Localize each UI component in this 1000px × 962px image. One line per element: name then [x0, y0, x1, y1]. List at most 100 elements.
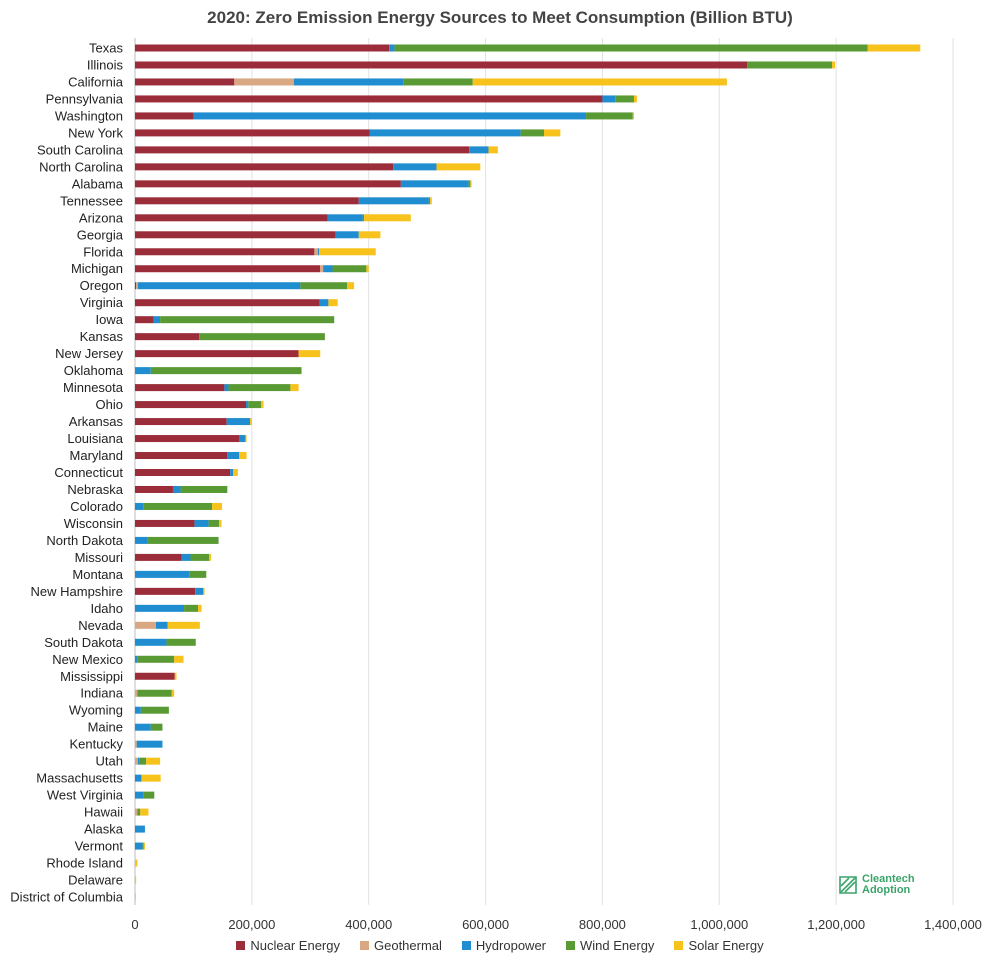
category-label: Nebraska	[67, 482, 123, 497]
category-label: Pennsylvania	[46, 91, 124, 106]
bar-segment	[602, 95, 616, 103]
category-label: Utah	[96, 754, 123, 769]
bar-segment	[135, 485, 173, 493]
category-label: Kansas	[80, 329, 124, 344]
bar-segment	[135, 655, 138, 663]
bar-segment	[143, 842, 145, 850]
x-tick-label: 1,400,000	[924, 917, 982, 932]
bar-segment	[347, 282, 355, 290]
category-label: California	[68, 74, 124, 89]
bar-segment	[135, 774, 142, 782]
category-label: Maine	[88, 720, 123, 735]
bar-segment	[332, 265, 367, 273]
bar-segment	[135, 536, 148, 544]
category-label: Connecticut	[54, 465, 123, 480]
category-label: Montana	[72, 567, 123, 582]
bar-segment	[167, 621, 200, 629]
category-label: Iowa	[96, 312, 124, 327]
category-label: Kentucky	[70, 737, 124, 752]
category-label: Colorado	[70, 499, 123, 514]
bar-segment	[135, 78, 235, 86]
category-label: Delaware	[68, 873, 123, 888]
bar-segment	[293, 78, 404, 86]
bar-segment	[358, 197, 429, 205]
bar-segment	[234, 78, 294, 86]
category-label: Wisconsin	[64, 516, 123, 531]
bar-segment	[209, 553, 211, 561]
bar-segment	[233, 469, 238, 476]
bar-segment	[245, 435, 247, 443]
bar-segment	[141, 774, 161, 782]
bar-segment	[137, 808, 141, 816]
bar-segment	[135, 112, 194, 120]
legend-label: Wind Energy	[580, 938, 655, 953]
bar-segment	[135, 842, 143, 850]
category-label: Alabama	[72, 176, 124, 191]
legend-swatch	[461, 941, 471, 950]
category-label: Georgia	[77, 227, 124, 242]
bar-segment	[147, 536, 219, 544]
bar-segment	[143, 502, 213, 510]
bar-segment	[136, 740, 163, 748]
legend-swatch	[360, 941, 369, 950]
bar-segment	[171, 689, 175, 697]
bar-segment	[364, 214, 411, 222]
bar-segment	[160, 316, 335, 324]
bar-segment	[137, 655, 175, 663]
x-tick-label: 800,000	[579, 917, 626, 932]
bar-segment	[135, 367, 151, 375]
bar-segment	[135, 638, 167, 646]
bar-segment	[586, 112, 633, 120]
category-label: District of Columbia	[10, 890, 123, 905]
category-label: Massachusetts	[36, 771, 123, 786]
bar-segment	[198, 604, 202, 612]
bar-segment	[135, 689, 138, 697]
category-label: Louisiana	[67, 431, 123, 446]
bar-segment	[135, 418, 227, 426]
bar-segment	[335, 231, 359, 239]
bar-segment	[135, 333, 200, 341]
category-label: Alaska	[84, 822, 124, 837]
leaf-logo-icon	[839, 876, 857, 894]
bar-segment	[488, 146, 498, 154]
bar-segment	[135, 146, 470, 154]
category-label: New Mexico	[52, 652, 123, 667]
category-label: Maryland	[70, 448, 123, 463]
bar-segment	[140, 706, 169, 714]
chart-title: 2020: Zero Emission Energy Sources to Me…	[207, 8, 793, 27]
bar-segment	[135, 401, 247, 409]
bar-segment	[632, 112, 634, 120]
category-label: North Carolina	[39, 159, 124, 174]
category-label: South Dakota	[44, 635, 124, 650]
bar-segment	[174, 672, 177, 680]
bar-segment	[181, 553, 191, 561]
bar-segment	[323, 265, 333, 273]
bar-segment	[472, 78, 727, 86]
x-tick-label: 200,000	[228, 917, 275, 932]
category-label: Hawaii	[84, 805, 123, 820]
bar-segment	[366, 265, 369, 273]
bar-segment	[135, 723, 151, 731]
category-label: North Dakota	[46, 533, 123, 548]
bar-segment	[135, 231, 336, 239]
bar-segment	[136, 282, 138, 290]
category-label: Virginia	[80, 295, 124, 310]
bar-segment	[142, 842, 144, 850]
legend-item: Nuclear Energy	[236, 938, 340, 953]
bar-segment	[135, 604, 185, 612]
x-tick-label: 400,000	[345, 917, 392, 932]
legend-item: Hydropower	[461, 938, 546, 953]
x-tick-label: 600,000	[462, 917, 509, 932]
bar-segment	[615, 95, 634, 103]
bar-segment	[190, 553, 210, 561]
category-label: Indiana	[80, 686, 123, 701]
bar-segment	[135, 502, 144, 510]
bar-segment	[150, 367, 302, 375]
category-label: Mississippi	[60, 669, 123, 684]
category-label: Ohio	[96, 397, 123, 412]
bar-segment	[189, 570, 207, 578]
bar-segment	[867, 44, 921, 52]
bar-segment	[135, 893, 136, 901]
